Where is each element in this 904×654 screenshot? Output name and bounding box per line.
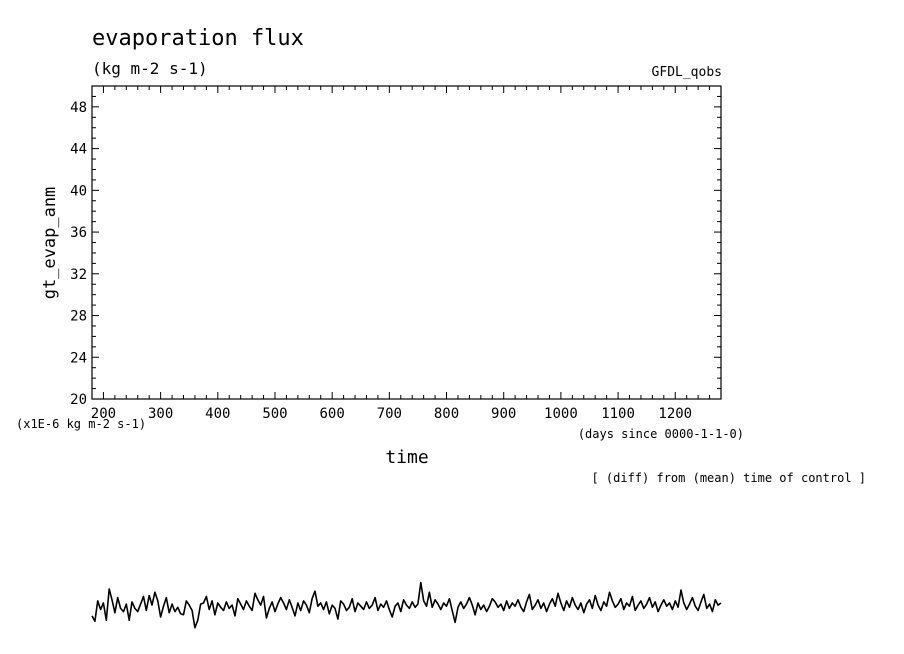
y-tick-label: 48 [70, 100, 87, 116]
chart-subtitle: (kg m-2 s-1) [92, 59, 208, 78]
plot-frame [91, 85, 722, 400]
chart-title: evaporation flux [92, 26, 304, 51]
y-tick-label: 20 [70, 392, 87, 408]
x-tick-label: 1000 [544, 406, 578, 422]
x-tick-label: 500 [262, 406, 287, 422]
x-axis: 200 300 400 500 600 700 800 900 1000 1100 1200 [91, 86, 722, 422]
x-tick-label: 200 [91, 406, 116, 422]
x-tick-label: 800 [434, 406, 459, 422]
x-tick-label: 400 [205, 406, 230, 422]
x-tick-label: 600 [320, 406, 345, 422]
y-tick-label: 28 [70, 309, 87, 325]
y-tick-label: 40 [70, 183, 87, 199]
x-tick-label: 900 [491, 406, 516, 422]
dataset-label: GFDL_qobs [652, 65, 722, 80]
y-tick-label: 36 [70, 225, 87, 241]
x-units-note: (days since 0000-1-1-0) [578, 427, 744, 441]
x-tick-label: 300 [148, 406, 173, 422]
x-tick-label: 700 [377, 406, 402, 422]
x-tick-label: 1100 [601, 406, 635, 422]
chart-footnote: [ (diff) from (mean) time of control ] [591, 471, 866, 485]
y-tick-label: 44 [70, 142, 87, 158]
y-axis-label: gt_evap_anm [40, 187, 60, 300]
x-tick-label: 1200 [658, 406, 692, 422]
y-tick-label: 24 [70, 350, 87, 366]
y-tick-label: 32 [70, 267, 87, 283]
y-axis: 20 24 28 32 36 40 44 48 [70, 85, 721, 408]
timeseries-trace [91, 581, 722, 629]
y-scale-note: (x1E-6 kg m-2 s-1) [16, 417, 146, 431]
x-axis-label: time [385, 447, 428, 468]
